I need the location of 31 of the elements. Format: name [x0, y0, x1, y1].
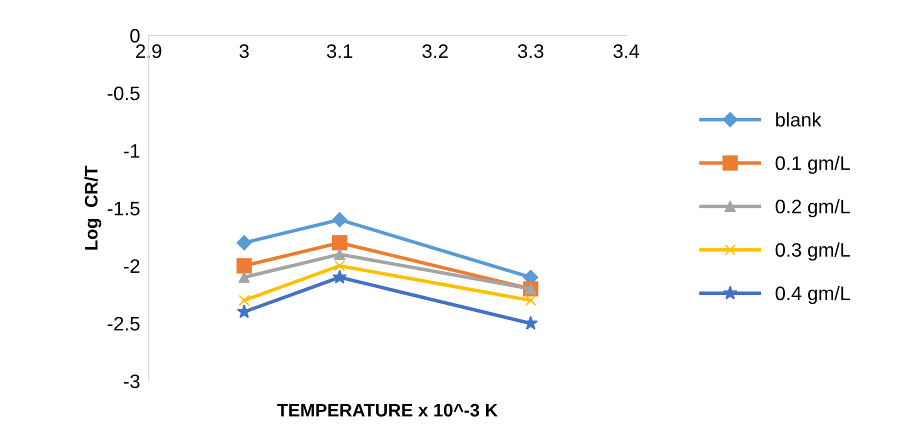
x-tick-label: 2.9 [136, 44, 162, 58]
y-tick-label: -0.5 [108, 86, 140, 100]
point [236, 258, 252, 274]
x-tick-label: 3 [240, 44, 249, 58]
point [332, 212, 348, 228]
legend-label: 0.2 gm/L [776, 199, 850, 218]
point [236, 304, 252, 318]
point [238, 294, 250, 306]
y-tick-label: -1.5 [108, 202, 140, 216]
point [332, 235, 348, 250]
legend-label: 0.1 gm/L [776, 156, 850, 174]
y-tick-label: 0 [130, 28, 140, 43]
x-tick-label: 3.3 [518, 44, 544, 58]
legend-label: blank [776, 112, 822, 127]
y-tick-label: -1 [124, 144, 140, 158]
y-tick-label: -2 [124, 259, 140, 273]
point [238, 272, 250, 283]
point [525, 294, 536, 306]
x-tick-label: 3.4 [613, 44, 640, 58]
x-axis-title: TEMPERATURE x 10^-3 K [277, 404, 498, 417]
x-tick-label: 3.1 [326, 44, 352, 58]
point [334, 248, 346, 260]
legend-label: 0.4 gm/L [776, 286, 850, 304]
point [332, 270, 347, 284]
y-tick-label: -3 [124, 374, 140, 388]
point [334, 260, 346, 272]
y-tick-label: -2.5 [108, 316, 140, 331]
x-tick-label: 3.2 [422, 44, 448, 58]
point [236, 235, 252, 250]
y-axis-title: Log CR/T [84, 166, 102, 250]
legend-label: 0.3 gm/L [776, 242, 850, 261]
